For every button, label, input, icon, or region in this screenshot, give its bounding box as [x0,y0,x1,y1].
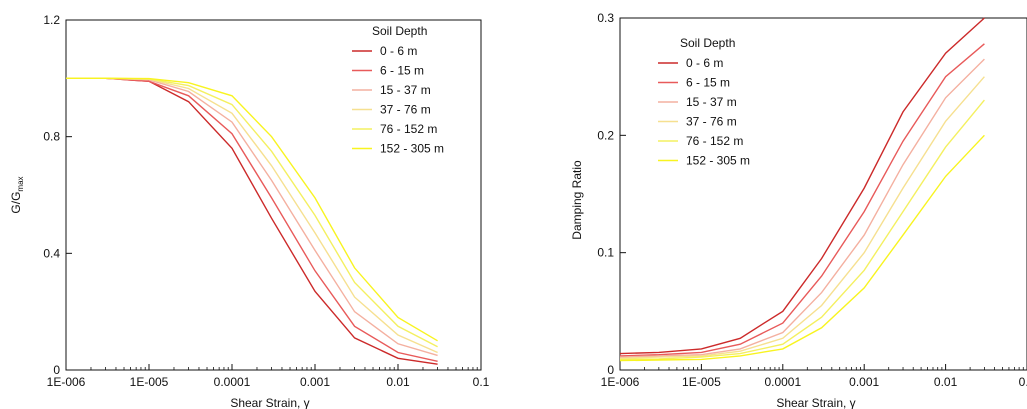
series-line [66,77,438,362]
x-tick-label: 0.01 [386,375,410,389]
legend-label: 15 - 37 m [686,95,737,109]
x-tick-label: 0.1 [1019,375,1027,389]
y-tick-label: 0.1 [597,246,614,260]
series-line [619,58,985,358]
y-tick-label: 1.2 [43,13,60,27]
series-line [66,77,438,348]
y-axis-title-sub-left: max [16,176,25,191]
legend-label: 152 - 305 m [380,142,444,156]
series-line [66,77,438,342]
legend-right: 0 - 6 m 6 - 15 m 15 - 37 m 37 - 76 m 76 - 15… [658,56,750,168]
legend-label: 15 - 37 m [380,83,431,97]
x-tick-label: 0.0001 [764,375,801,389]
series-lines-right [619,17,985,362]
series-line [619,43,985,357]
chart-modulus-reduction: 1E-006 1E-005 0.0001 0.001 0.01 0.1 0 0.4 0.8 1.2… [9,13,490,409]
series-line [619,99,985,361]
series-line [66,77,438,357]
legend-label: 6 - 15 m [686,76,730,90]
x-tick-label: 1E-006 [601,375,640,389]
legend-label: 37 - 76 m [380,103,431,117]
x-axis-title-right: Shear Strain, γ [776,396,855,409]
x-tick-label: 1E-006 [47,375,86,389]
series-line [619,17,985,355]
y-tick-label: 0 [53,363,60,377]
y-axis-title-right: Damping Ratio [570,160,584,240]
series-line [66,77,438,354]
x-tick-label: 0.001 [300,375,330,389]
legend-label: 37 - 76 m [686,115,737,129]
y-axis-title-left: G/Gmax [9,176,25,213]
legend-title-left: Soil Depth [372,24,427,38]
x-tick-label: 0.1 [473,375,490,389]
chart-damping-ratio: 1E-006 1E-005 0.0001 0.001 0.01 0.1 0 0.1 0.2 0.3… [570,11,1027,409]
series-line [619,134,985,362]
plot-frame-right [619,17,1027,371]
legend-label: 0 - 6 m [380,44,417,58]
legend-label: 152 - 305 m [686,154,750,168]
x-tick-label: 0.0001 [214,375,251,389]
series-line [619,76,985,359]
legend-label: 6 - 15 m [380,64,424,78]
series-lines-left [66,77,438,365]
y-tick-label: 0.2 [597,128,614,142]
legend-label: 76 - 152 m [686,134,743,148]
y-tick-label: 0.3 [597,11,614,25]
x-tick-label: 1E-005 [682,375,721,389]
x-tick-label: 0.001 [849,375,879,389]
y-tick-label: 0 [607,363,614,377]
legend-label: 0 - 6 m [686,56,723,70]
y-axis-title-main-left: G/G [9,192,23,214]
x-tick-label: 0.01 [934,375,958,389]
axis-ticks-right: 1E-006 1E-005 0.0001 0.001 0.01 0.1 0 0.1 0.2 0.3 [597,11,1027,389]
legend-left: 0 - 6 m 6 - 15 m 15 - 37 m 37 - 76 m 76 - 15… [352,44,444,156]
x-axis-title-left: Shear Strain, γ [230,396,309,409]
y-tick-label: 0.4 [43,246,60,260]
legend-label: 76 - 152 m [380,122,437,136]
x-tick-label: 1E-005 [130,375,169,389]
axis-ticks-left: 1E-006 1E-005 0.0001 0.001 0.01 0.1 0 0.4 0.8 1.2 [43,13,489,389]
legend-title-right: Soil Depth [680,36,735,50]
y-tick-label: 0.8 [43,130,60,144]
plot-frame-left [65,19,482,371]
